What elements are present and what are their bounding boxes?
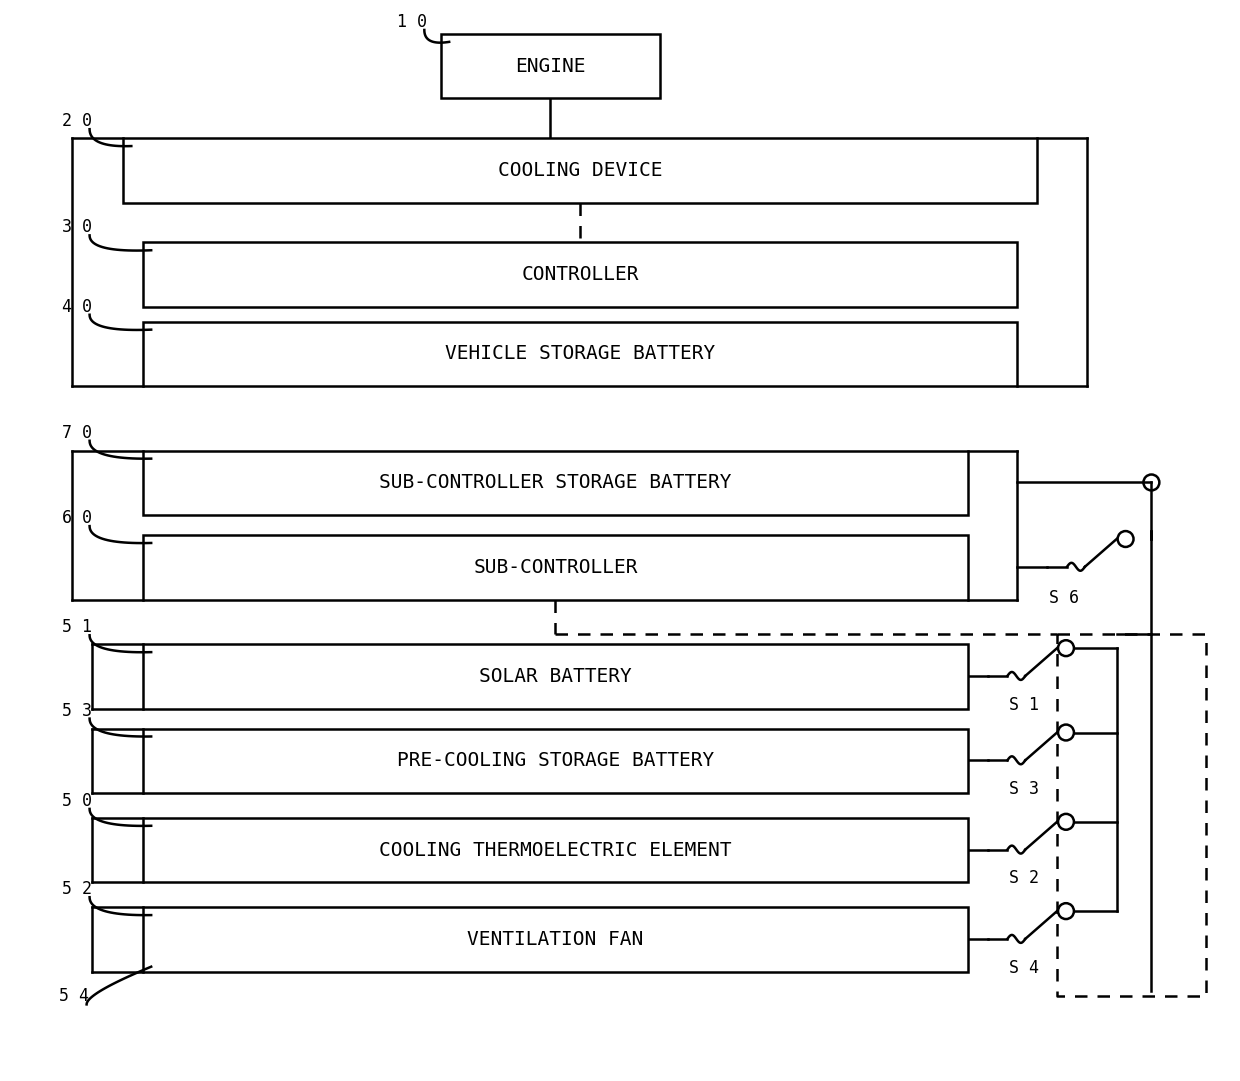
Bar (144, 322, 1017, 386)
Text: S 6: S 6 (1049, 589, 1079, 606)
Text: 5 2: 5 2 (62, 880, 92, 898)
Text: S 1: S 1 (1009, 696, 1039, 713)
Bar (123, 138, 1037, 202)
Bar (144, 818, 967, 882)
Text: COOLING THERMOELECTRIC ELEMENT: COOLING THERMOELECTRIC ELEMENT (379, 841, 732, 859)
Text: 1 0: 1 0 (397, 13, 427, 31)
Bar (144, 242, 1017, 307)
Bar (441, 34, 660, 98)
Text: SOLAR BATTERY: SOLAR BATTERY (479, 667, 632, 686)
Bar (144, 907, 967, 972)
Text: COOLING DEVICE: COOLING DEVICE (498, 161, 662, 179)
Bar (144, 644, 967, 709)
Text: SUB-CONTROLLER STORAGE BATTERY: SUB-CONTROLLER STORAGE BATTERY (379, 473, 732, 493)
Text: 5 0: 5 0 (62, 792, 92, 810)
Text: S 2: S 2 (1009, 869, 1039, 888)
Bar (144, 535, 967, 600)
Text: 2 0: 2 0 (62, 112, 92, 130)
Text: VEHICLE STORAGE BATTERY: VEHICLE STORAGE BATTERY (445, 345, 715, 363)
Bar (144, 729, 967, 793)
Text: 6 0: 6 0 (62, 509, 92, 528)
Text: 5 3: 5 3 (62, 702, 92, 720)
Text: S 4: S 4 (1009, 959, 1039, 977)
Text: VENTILATION FAN: VENTILATION FAN (467, 930, 644, 949)
Text: 3 0: 3 0 (62, 218, 92, 237)
Text: 5 4: 5 4 (58, 987, 89, 1005)
Bar (144, 451, 967, 516)
Text: S 3: S 3 (1009, 780, 1039, 798)
Text: CONTROLLER: CONTROLLER (522, 265, 639, 284)
Text: SUB-CONTROLLER: SUB-CONTROLLER (474, 558, 637, 577)
Text: 5 1: 5 1 (62, 618, 92, 637)
Text: ENGINE: ENGINE (516, 56, 585, 76)
Text: 4 0: 4 0 (62, 297, 92, 316)
Text: 7 0: 7 0 (62, 424, 92, 442)
Text: PRE-COOLING STORAGE BATTERY: PRE-COOLING STORAGE BATTERY (397, 751, 714, 771)
